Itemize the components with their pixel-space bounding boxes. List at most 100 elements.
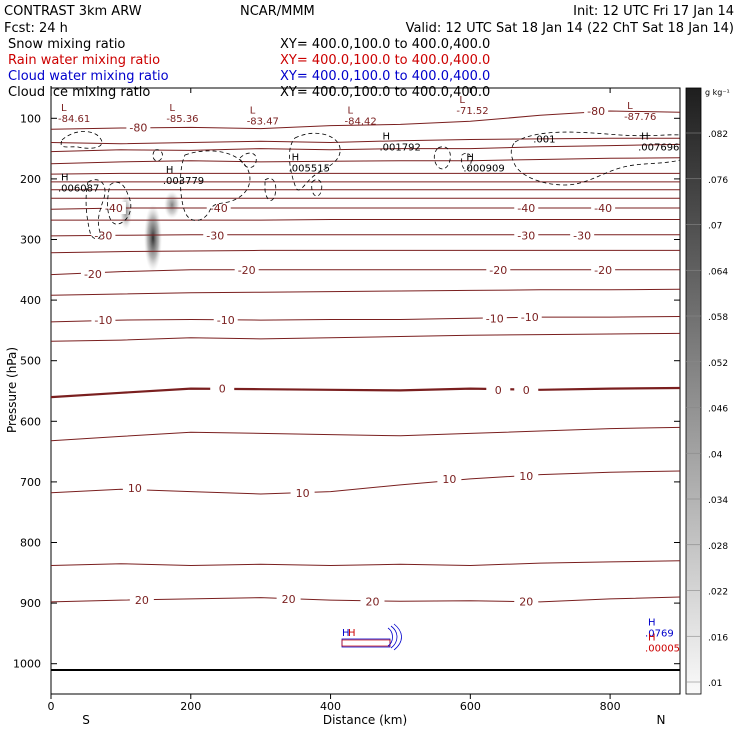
isotherm-label: -20 [84,268,102,281]
y-tick-label: 1000 [13,658,41,671]
extremum-letter: H [166,165,174,176]
isotherm-label-bg [210,382,235,395]
isotherm-label-bg [482,312,507,325]
isotherm-label: -40 [594,202,612,215]
colorbar [685,87,702,695]
extremum-value: .005515 [289,164,330,175]
extremum-value: .006087 [58,184,99,195]
isotherm-label: 10 [128,482,142,495]
field-legend: Snow mixing ratio XY= 400.0,100.0 to 400.… [8,37,490,100]
isotherm-line [51,110,680,130]
ice-contour [85,179,106,240]
isotherm-line [51,143,680,153]
isotherm-line [51,426,680,442]
isotherm-label: 0 [495,384,502,397]
field-xy-range: XY= 400.0,100.0 to 400.0,400.0 [280,53,490,68]
isotherm-label-bg [486,263,511,276]
isotherm-label-bg [129,594,154,607]
x-axis: 0 200 400 600 800 [48,88,621,713]
y-tick-label: 500 [20,355,41,368]
colorbar-labels: .082 .076 .07 .064 .058 .052 .046 .04 .034 .028 .0… [686,130,728,689]
isotherm-line [51,219,680,221]
ice-contour-label: .001 [533,135,555,146]
isotherm-label-bg [276,592,301,605]
isotherm-label: 0 [219,383,226,396]
isotherm-line [51,332,680,342]
isotherm-label-bg [126,121,151,134]
extremum-letter: L [627,101,633,112]
isotherm-label: -10 [94,314,112,327]
valid-time: Valid: 12 UTC Sat 18 Jan 14 (22 ChT Sat … [406,21,734,36]
plot-frame [50,87,681,695]
x-tick-label: 200 [180,700,201,713]
isotherm-label-bg [486,383,511,396]
isotherm-label: 0 [523,384,530,397]
model-title: CONTRAST 3km ARW [4,4,142,19]
cloud-water-contour [387,623,402,651]
extremum-value: -84.42 [345,116,377,127]
ice-contour [180,150,251,221]
isotherm-label: -10 [521,311,539,324]
extremum-value: -85.36 [166,114,198,125]
ice-contour [510,131,680,186]
colorbar-label: .082 [708,130,728,140]
extremum-value: .001792 [379,143,420,154]
x-tick-label: 400 [320,700,341,713]
isotherm-label-bg [570,229,595,242]
isotherm-label-bg [290,486,315,499]
isotherm-label: 20 [282,593,296,606]
cloud-ice-contours [60,131,680,240]
colorbar-label: .01 [708,679,722,689]
isotherm-label-bg [514,383,539,396]
extremum-value: -84.61 [58,114,90,125]
colorbar-label: .028 [708,542,728,552]
y-tick-label: 300 [20,234,41,247]
isotherm-label: -30 [94,229,112,242]
isotherm-label: -80 [587,105,605,118]
colorbar-label: .07 [708,222,722,232]
extremum-letter: L [348,105,354,116]
y-tick-label: 200 [20,173,41,186]
isotherm-label-bg [360,595,385,608]
field-label: Cloud water mixing ratio [8,69,169,84]
extremum-letter: H [648,618,656,629]
isotherm-label: -20 [594,264,612,277]
field-label: Snow mixing ratio [8,37,125,52]
isotherm-label-bg [122,481,147,494]
colorbar-label: .016 [708,633,728,643]
extremum-letter: L [61,103,67,114]
isotherm-line [51,560,680,567]
rain-value-box [341,639,391,647]
extremum-letter: H [382,132,390,143]
colorbar-label: .034 [708,496,728,506]
y-tick-label: 800 [20,537,41,550]
ice-contour [60,131,103,149]
colorbar-label: .022 [708,588,728,598]
y-tick-label: 700 [20,476,41,489]
extremum-letter: H [648,633,656,644]
ice-contour [239,152,257,168]
isotherm-label: -10 [486,312,504,325]
isotherm-label: -30 [573,229,591,242]
ice-contour [107,181,132,225]
field-label: Cloud ice mixing ratio [8,85,150,100]
ice-contour [433,146,451,170]
isotherm-label-bg [203,229,228,242]
isotherm-label-bg [584,105,609,118]
isotherm-label-bg [514,201,539,214]
isotherm-label-bg [234,263,259,276]
isotherm-label: -10 [217,314,235,327]
isotherm-label: -80 [129,121,147,134]
colorbar-label: .058 [708,313,728,323]
isotherm-label: -40 [517,202,535,215]
isotherm-label: -40 [105,202,123,215]
isotherm-line [51,157,680,165]
colorbar-unit: g kg⁻¹ [705,88,730,97]
x-tick-label: 0 [48,700,55,713]
isotherm-label-bg [514,469,539,482]
south-label: S [82,713,90,727]
extremum-value: -87.76 [624,112,656,123]
isotherm-label: 10 [519,470,533,483]
